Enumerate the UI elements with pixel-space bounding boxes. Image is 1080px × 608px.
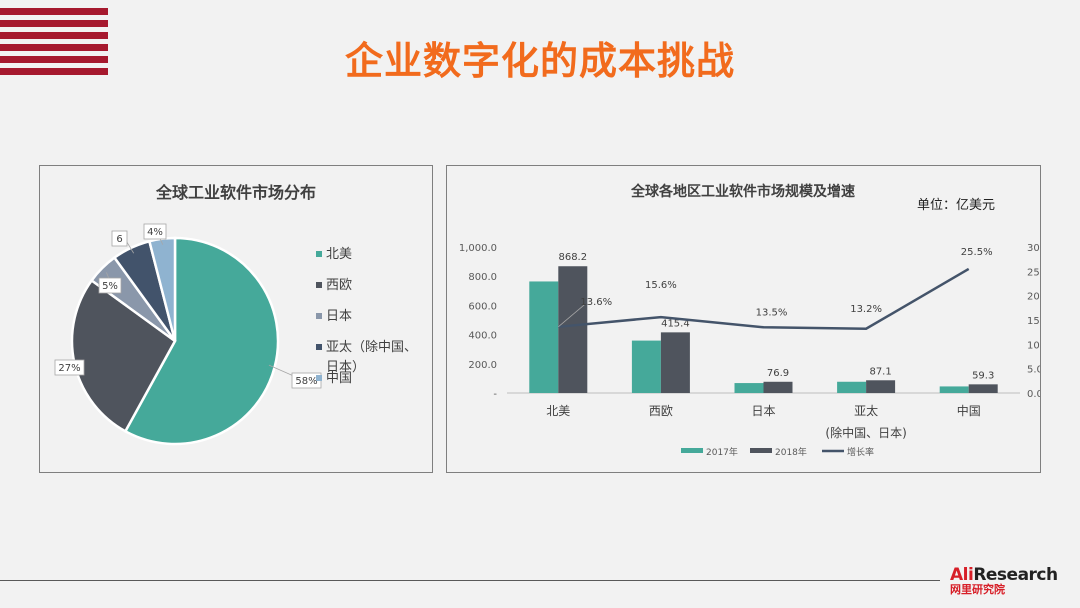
bar-data-label: 59.3 <box>972 370 994 381</box>
pie-data-label-box <box>143 223 167 240</box>
pie-slice <box>123 236 280 446</box>
page-title: 企业数字化的成本挑战 <box>344 39 735 83</box>
line-data-label: 13.2% <box>850 304 882 315</box>
x-category-label: 日本 <box>751 404 775 418</box>
legend-swatch <box>316 344 322 350</box>
line-label-leader <box>558 304 585 328</box>
legend-label: 亚太（除中国、 <box>326 340 417 355</box>
logo-suffix: Research <box>973 565 1058 585</box>
y-right-tick: 10.0% <box>1027 340 1040 351</box>
aliresearch-logo: AliResearch 网里研究院 <box>950 566 1060 596</box>
y-right-tick: 20.0% <box>1027 292 1040 303</box>
y-right-tick: 5.0% <box>1027 365 1040 376</box>
bar <box>837 381 867 393</box>
legend-swatch <box>316 251 322 257</box>
footer-divider <box>0 580 940 581</box>
pie-data-label: 5% <box>102 281 118 292</box>
legend-swatch <box>316 282 322 288</box>
y-left-tick: 800.0 <box>468 272 497 283</box>
legend-label: 增长率 <box>847 446 874 458</box>
bar-data-label: 76.9 <box>767 368 789 379</box>
logo-prefix: Ali <box>950 565 974 585</box>
line-data-label: 13.6% <box>580 297 612 308</box>
bar-chart-title: 全球各地区工业软件市场规模及增速 <box>630 183 855 200</box>
y-left-tick: 200.0 <box>468 360 497 371</box>
line-data-label: 25.5% <box>961 247 993 258</box>
line-data-label: 13.5% <box>756 307 788 318</box>
legend-swatch <box>681 448 703 453</box>
bar-data-label: 415.4 <box>661 318 690 329</box>
decorative-stripes <box>0 8 108 80</box>
y-left-tick: - <box>493 389 497 400</box>
legend-swatch <box>750 448 772 453</box>
bar-data-label: 87.1 <box>869 366 891 377</box>
legend-label: 日本） <box>326 360 365 375</box>
x-category-label: 西欧 <box>649 404 673 418</box>
bar <box>660 332 690 393</box>
pie-data-label-box <box>98 277 122 294</box>
x-category-label: 中国 <box>957 403 981 418</box>
x-category-sublabel: (除中国、日本) <box>825 425 906 440</box>
growth-rate-line <box>558 267 970 331</box>
bar <box>866 380 896 393</box>
bar-data-label: 868.2 <box>558 252 587 263</box>
legend-label: 2018年 <box>775 446 807 458</box>
legend-label: 2017年 <box>706 446 738 458</box>
legend-label: 中国 <box>326 371 352 386</box>
y-right-tick: 0.0% <box>1027 389 1040 400</box>
legend-label: 西欧 <box>326 278 352 293</box>
legend-label: 日本 <box>326 309 352 324</box>
pie-data-label: 27% <box>58 363 80 374</box>
pie-data-label-box <box>54 359 85 376</box>
x-category-label: 亚太 <box>854 403 878 418</box>
line-data-label: 15.6% <box>645 280 677 291</box>
y-left-tick: 600.0 <box>468 301 497 312</box>
legend-label: 北美 <box>326 247 352 262</box>
x-category-label: 北美 <box>546 404 570 418</box>
bar <box>631 340 661 393</box>
bar <box>558 266 588 393</box>
pie-data-label: 6 <box>116 234 122 245</box>
legend-swatch <box>316 313 322 319</box>
y-right-tick: 30.0% <box>1027 243 1040 254</box>
bar <box>968 384 998 393</box>
y-left-tick: 400.0 <box>468 331 497 342</box>
pie-data-label-box <box>111 230 128 247</box>
unit-label: 单位：亿美元 <box>917 198 995 213</box>
legend-swatch <box>316 375 322 381</box>
bar-chart-panel: 全球各地区工业软件市场规模及增速单位：亿美元 - 200.0 400.0 600.0 80… <box>446 165 1041 473</box>
y-left-tick: 1,000.0 <box>459 243 497 254</box>
pie-title: 全球工业软件市场分布 <box>155 183 316 202</box>
y-right-tick: 25.0% <box>1027 267 1040 278</box>
pie-chart-panel: 全球工业软件市场分布 58% 27% 5% 6 4% 北美西欧日本亚太（除中国、 日本） 中国 <box>39 165 433 473</box>
bar <box>939 386 969 393</box>
y-right-tick: 15.0% <box>1027 316 1040 327</box>
pie-data-label: 58% <box>295 376 317 387</box>
bar <box>763 381 793 393</box>
pie-data-label: 4% <box>147 227 163 238</box>
bar <box>734 383 764 393</box>
logo-subtitle: 网里研究院 <box>950 583 1005 596</box>
bar <box>529 281 559 393</box>
